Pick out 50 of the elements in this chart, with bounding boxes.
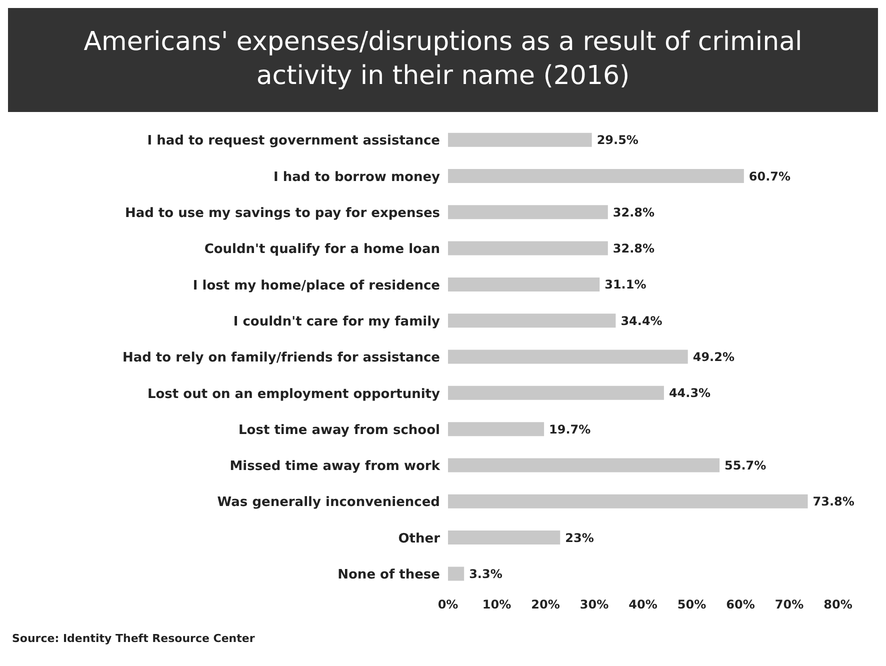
y-tick-label: I lost my home/place of residence [192,278,440,293]
x-tick-label: 20% [531,597,560,612]
data-label: 60.7% [748,168,791,183]
bar [448,277,600,292]
y-tick-label: Couldn't qualify for a home loan [204,242,440,257]
x-tick-label: 50% [677,597,706,612]
bar [448,494,808,508]
data-label: 73.8% [812,494,854,508]
bar [448,422,544,436]
bar [448,386,664,400]
y-tick-label: Had to use my savings to pay for expenses [124,206,440,221]
data-label: 31.1% [604,277,646,292]
x-tick-label: 80% [824,597,852,612]
data-label: 32.8% [612,205,655,220]
chart-title: Americans' expenses/disruptions as a result of criminal activity in their name (2016) [8,8,878,112]
data-label: 34.4% [620,313,662,328]
x-tick-label: 10% [482,597,512,612]
y-tick-label: I had to request government assistance [147,133,440,148]
x-tick-label: 70% [774,597,804,612]
data-label: 49.2% [692,350,734,364]
y-tick-label: Other [398,530,441,546]
data-label: 32.8% [612,241,655,256]
y-tick-label: I couldn't care for my family [233,314,441,330]
bar [448,530,560,544]
y-tick-label: Missed time away from work [230,458,440,474]
y-tick-label: Lost out on an employment opportunity [147,386,441,402]
y-tick-label: Lost time away from school [238,422,440,438]
x-tick-label: 30% [580,597,609,612]
y-tick-label: Had to rely on family/friends for assistance [122,350,440,366]
data-label: 23% [565,530,594,544]
y-tick-label: None of these [338,567,440,582]
bar [448,132,592,146]
x-tick-label: 40% [628,597,658,612]
bar [448,349,688,364]
data-label: 44.3% [668,386,711,400]
y-tick-label: I had to borrow money [274,169,441,184]
bar [448,240,608,255]
source-note: Source: Identity Theft Resource Center [12,632,256,645]
x-tick-label: 0% [438,597,458,612]
bar [448,204,608,219]
data-label: 29.5% [596,132,638,147]
data-label: 19.7% [549,422,591,436]
bar [448,566,464,580]
bar [448,168,744,183]
bar [448,458,720,472]
bar [448,313,616,328]
y-tick-label: Was generally inconvenienced [217,494,440,510]
data-label: 55.7% [724,458,766,472]
x-tick-label: 60% [726,597,755,612]
data-label: 3.3% [469,566,502,581]
